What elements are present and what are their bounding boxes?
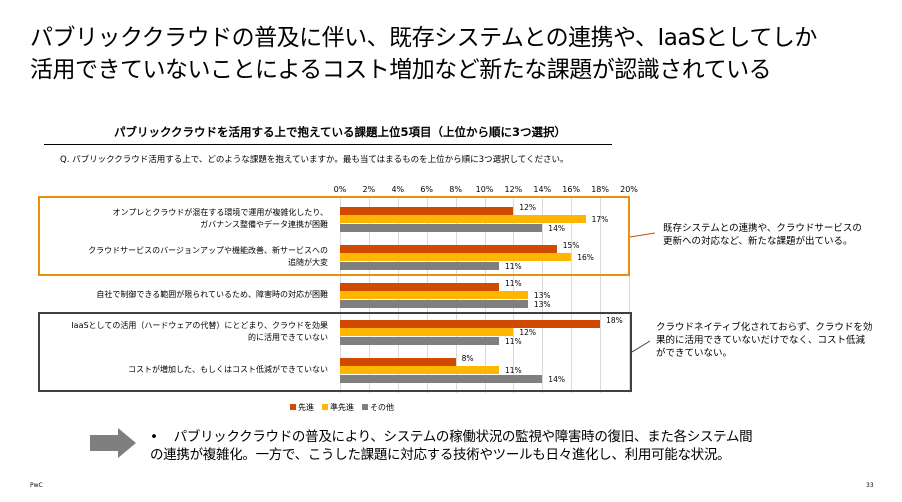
data-label: 14%	[548, 223, 565, 233]
category-label: コストが増加した、もしくはコスト低減ができていない	[128, 365, 328, 374]
annotation-orange: 既存システムとの連携や、クラウドサービスの 更新への対応など、新たな課題が出てい…	[663, 223, 862, 247]
data-label: 8%	[461, 354, 474, 363]
legend-item: 先進	[290, 402, 314, 413]
data-label: 16%	[577, 253, 594, 263]
bar-その他	[340, 261, 499, 270]
category-label: IaaSとしての活用（ハードウェアの代替）にとどまり、クラウドを効果 的に活用で…	[71, 321, 328, 342]
data-label: 12%	[519, 203, 537, 212]
bar-先進	[340, 207, 514, 215]
bar-先進	[340, 245, 557, 253]
data-label: 18%	[606, 316, 623, 325]
data-label: 17%	[591, 215, 609, 225]
bar-準先進	[340, 215, 586, 224]
survey-question: Q. パブリッククラウド活用する上で、どのような課題を抱えていますか。最も当ては…	[60, 155, 569, 165]
legend-item: 準先進	[322, 402, 354, 413]
bar-先進	[340, 358, 456, 366]
legend-item: その他	[362, 402, 394, 413]
gridline	[600, 197, 602, 393]
chart-legend: 先進 準先進 その他	[290, 402, 394, 413]
footer-brand: PwC	[30, 482, 43, 489]
tick-label: 12%	[504, 185, 523, 194]
page-number: 33	[866, 482, 874, 489]
tick-label: 0%	[333, 185, 347, 194]
category-label: 自社で制御できる範囲が限られているため、障害時の対応が困難	[96, 290, 328, 299]
tick-label: 4%	[391, 185, 405, 194]
bar-その他	[340, 299, 528, 308]
gridline	[542, 197, 544, 393]
bar-その他	[340, 336, 499, 345]
bar-準先進	[340, 366, 499, 375]
highlight-box-dark	[38, 312, 632, 392]
data-label: 11%	[504, 261, 522, 271]
tick-label: 20%	[620, 185, 638, 194]
slide-title: パブリッククラウドの普及に伴い、既存システムとの連携や、IaaSとしてしか 活用…	[30, 25, 817, 83]
arrow-right-icon	[90, 428, 136, 458]
data-label: 11%	[504, 336, 522, 346]
bar-準先進	[340, 253, 572, 262]
gridline	[629, 197, 630, 393]
bar-先進	[340, 283, 499, 291]
bar-準先進	[340, 328, 514, 337]
data-label: 14%	[548, 374, 565, 384]
data-label: 13%	[533, 299, 551, 309]
data-label: 13%	[533, 291, 551, 301]
data-label: 12%	[519, 328, 537, 338]
tick-label: 10%	[475, 185, 494, 194]
category-label: クラウドサービスのバージョンアップや機能改善、新サービスへの 追随が大変	[88, 246, 328, 267]
tick-label: 8%	[449, 185, 462, 194]
annotation-dark: クラウドネイティブ化されておらず、クラウドを効 果的に活用できていないだけでなく…	[656, 322, 873, 359]
bar-準先進	[340, 291, 528, 300]
connector-orange	[629, 232, 656, 238]
bar-その他	[340, 374, 543, 383]
bar-その他	[340, 223, 543, 232]
bar-先進	[340, 320, 601, 328]
data-label: 11%	[504, 366, 522, 376]
gridline	[571, 197, 573, 393]
tick-label: 6%	[420, 185, 434, 194]
summary-bullet: • パブリッククラウドの普及により、システムの稼働状況の監視や障害時の復旧、また各…	[150, 429, 753, 463]
tick-label: 2%	[362, 185, 376, 194]
highlight-box-orange	[38, 196, 630, 276]
chart-title: パブリッククラウドを活用する上で抱えている課題上位5項目（上位から順に3つ選択）	[114, 125, 566, 139]
tick-label: 14%	[533, 185, 552, 194]
data-label: 11%	[504, 279, 522, 288]
chart-title-rule	[44, 144, 612, 145]
category-label: オンプレとクラウドが混在する環境で運用が複雑化したり、 ガバナンス整備やデータ連…	[112, 208, 328, 229]
connector-dark	[631, 340, 651, 353]
tick-label: 16%	[562, 185, 581, 194]
tick-label: 18%	[591, 185, 609, 194]
data-label: 15%	[562, 241, 580, 250]
